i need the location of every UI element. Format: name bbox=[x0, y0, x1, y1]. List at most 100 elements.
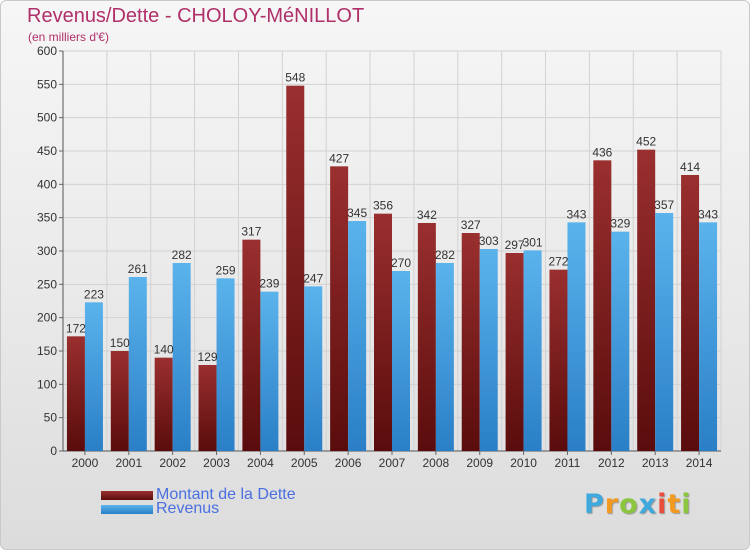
bar-debt bbox=[154, 357, 173, 451]
data-label-debt: 150 bbox=[110, 336, 130, 350]
x-tick-label: 2005 bbox=[291, 456, 318, 470]
bar-revenue bbox=[392, 271, 410, 451]
data-label-debt: 317 bbox=[241, 225, 261, 239]
x-tick-label: 2000 bbox=[72, 456, 99, 470]
logo-letter: i bbox=[681, 489, 692, 520]
bar-debt bbox=[374, 213, 392, 451]
bar-revenue bbox=[567, 222, 586, 451]
bar-debt bbox=[198, 365, 217, 451]
logo-letter: x bbox=[638, 489, 658, 520]
bar-revenue bbox=[435, 263, 454, 451]
data-label-revenue: 343 bbox=[566, 207, 586, 221]
data-label-revenue: 239 bbox=[259, 277, 279, 291]
legend-label-debt: Montant de la Dette bbox=[156, 486, 296, 503]
chart-subtitle: (en milliers d'€) bbox=[28, 30, 109, 44]
logo-letter: r bbox=[604, 489, 620, 520]
x-tick-label: 2013 bbox=[642, 456, 669, 470]
data-label-debt: 548 bbox=[285, 71, 305, 85]
data-label-debt: 452 bbox=[636, 135, 656, 149]
x-tick-label: 2014 bbox=[686, 456, 713, 470]
bar-debt bbox=[681, 175, 700, 451]
bar-revenue bbox=[128, 277, 147, 451]
data-label-debt: 342 bbox=[417, 208, 437, 222]
bar-debt bbox=[110, 351, 129, 451]
data-label-debt: 427 bbox=[329, 151, 349, 165]
data-label-revenue: 357 bbox=[654, 198, 674, 212]
logo-letter: o bbox=[619, 489, 639, 520]
y-tick-label: 50 bbox=[44, 411, 58, 425]
y-tick-label: 100 bbox=[37, 377, 57, 391]
bar-revenue bbox=[611, 231, 630, 451]
data-label-debt: 297 bbox=[505, 238, 525, 252]
data-label-revenue: 223 bbox=[84, 287, 104, 301]
data-label-debt: 140 bbox=[154, 343, 174, 357]
bar-revenue bbox=[216, 278, 235, 451]
bar-revenue bbox=[84, 302, 103, 451]
data-label-debt: 327 bbox=[461, 218, 481, 232]
x-tick-label: 2002 bbox=[159, 456, 186, 470]
bar-debt bbox=[593, 160, 612, 452]
bar-revenue bbox=[348, 221, 367, 451]
legend-label-revenue: Revenus bbox=[156, 500, 220, 517]
x-tick-label: 2001 bbox=[115, 456, 142, 470]
y-tick-label: 350 bbox=[37, 211, 57, 225]
x-tick-label: 2012 bbox=[598, 456, 625, 470]
bar-debt bbox=[505, 253, 524, 451]
data-label-revenue: 282 bbox=[172, 248, 192, 262]
x-tick-label: 2011 bbox=[555, 456, 581, 470]
y-tick-label: 0 bbox=[50, 444, 57, 458]
data-label-revenue: 270 bbox=[391, 256, 411, 270]
logo-letter: t bbox=[667, 489, 682, 520]
y-tick-label: 450 bbox=[37, 144, 57, 158]
bar-debt bbox=[549, 269, 568, 451]
x-tick-label: 2003 bbox=[203, 456, 230, 470]
data-label-debt: 172 bbox=[66, 321, 86, 335]
data-label-revenue: 282 bbox=[435, 248, 455, 262]
logo-letter: P bbox=[584, 489, 605, 520]
data-label-revenue: 247 bbox=[303, 271, 323, 285]
y-tick-label: 250 bbox=[37, 277, 57, 291]
x-tick-label: 2007 bbox=[379, 456, 406, 470]
x-tick-label: 2010 bbox=[510, 456, 537, 470]
y-tick-label: 200 bbox=[37, 311, 57, 325]
x-tick-label: 2006 bbox=[335, 456, 362, 470]
proxiti-logo: Proxiti bbox=[584, 489, 692, 520]
data-labels: 172 223 150 261 140 282 129 259 317 239 548 247 427 3… bbox=[66, 71, 718, 364]
bar-revenue bbox=[260, 291, 279, 451]
data-label-debt: 356 bbox=[373, 199, 393, 213]
legend-swatch-revenue bbox=[101, 505, 153, 514]
bar-debt bbox=[461, 233, 480, 451]
y-tick-label: 600 bbox=[37, 44, 57, 58]
bar-revenue bbox=[699, 222, 718, 451]
logo-letter: i bbox=[657, 489, 668, 520]
y-tick-label: 300 bbox=[37, 244, 57, 258]
data-label-revenue: 343 bbox=[698, 207, 718, 221]
axes: 0 50 100 150 200 250 300 350 400 450 500 550 600 2000… bbox=[37, 44, 721, 470]
bar-debt bbox=[242, 239, 261, 451]
data-label-revenue: 259 bbox=[216, 263, 236, 277]
x-tick-label: 2009 bbox=[466, 456, 493, 470]
chart-title: Revenus/Dette - CHOLOY-MéNILLOT bbox=[27, 5, 365, 27]
bar-debt bbox=[330, 166, 349, 452]
data-label-debt: 129 bbox=[198, 350, 218, 364]
data-label-revenue: 261 bbox=[128, 262, 148, 276]
data-label-revenue: 301 bbox=[523, 235, 543, 249]
data-label-revenue: 303 bbox=[479, 234, 499, 248]
data-label-debt: 272 bbox=[548, 255, 568, 269]
data-label-debt: 414 bbox=[680, 160, 700, 174]
bar-revenue bbox=[523, 250, 542, 451]
legend-swatch-debt bbox=[101, 491, 153, 500]
bar-debt bbox=[286, 85, 305, 452]
y-tick-label: 150 bbox=[37, 344, 57, 358]
bar-debt bbox=[66, 336, 85, 451]
x-tick-label: 2008 bbox=[423, 456, 450, 470]
y-tick-label: 400 bbox=[37, 177, 57, 191]
y-tick-label: 550 bbox=[37, 77, 57, 91]
data-label-debt: 436 bbox=[592, 145, 612, 159]
bar-revenue bbox=[655, 213, 674, 451]
bar-revenue bbox=[304, 286, 323, 451]
bars bbox=[66, 85, 718, 452]
bar-debt bbox=[417, 223, 436, 451]
